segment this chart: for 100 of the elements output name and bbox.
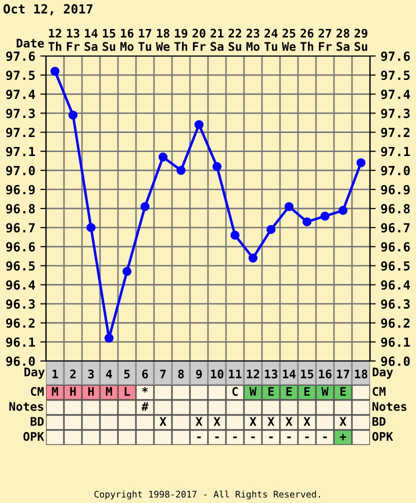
x2-tick-label: 17 Tu (138, 28, 152, 51)
y-tick-label: 96.1 (6, 337, 35, 347)
y2-tick-label: 96.4 (381, 280, 410, 290)
text: - (323, 436, 327, 438)
category-label: BD (372, 417, 386, 426)
x-tick-label: 14 (282, 370, 296, 378)
y-tick-label: 97.3 (6, 108, 35, 118)
text: Copyright 1998-2017 - All Rights Reserved. (94, 490, 320, 500)
point (176, 166, 186, 175)
y2-tick-label: 96.9 (381, 184, 410, 194)
text: M (106, 387, 112, 396)
text: E (304, 387, 310, 396)
point (356, 158, 366, 168)
text: - (197, 436, 201, 438)
y2-tick-label: 97.3 (381, 108, 410, 118)
text: * (142, 386, 148, 392)
point (50, 66, 60, 76)
y-tick-label: 96.2 (6, 318, 35, 328)
x2-tick-label: 20 Fr (192, 28, 206, 51)
x-tick-label: 9 (196, 370, 202, 379)
y-tick-label: 97.6 (6, 51, 35, 61)
y-tick-label: 96.7 (6, 223, 35, 233)
y2-tick-label: 96.7 (381, 223, 410, 233)
point (68, 110, 78, 120)
x-tick-label: 13 (264, 370, 278, 378)
text: X (160, 417, 166, 426)
text: H (88, 387, 94, 396)
y2-tick-label: 97.1 (381, 146, 410, 156)
x-tick-label: 4 (106, 370, 112, 378)
y2-tick-label: 96.5 (381, 261, 410, 271)
point (338, 206, 348, 215)
y-tick-label: 97.0 (6, 166, 35, 176)
x2-tick-label: 19 Th (174, 28, 188, 51)
point (320, 212, 330, 221)
text: L (124, 387, 130, 396)
text: E (340, 387, 346, 396)
point (140, 202, 150, 212)
x2-tick-label: 21 Sa (210, 28, 224, 51)
point (248, 254, 258, 263)
point (194, 120, 204, 130)
y-tick-label: 96.4 (6, 280, 36, 290)
x2-tick-label: 29 Su (354, 28, 368, 51)
text: + (340, 434, 346, 440)
text: - (251, 436, 255, 438)
y2-tick-label: 97.4 (381, 90, 410, 100)
category-label: OPK (372, 432, 394, 441)
text: X (268, 417, 274, 426)
x-tick-label: 8 (178, 370, 184, 378)
y2-tick-label: 96.8 (381, 204, 410, 214)
text: - (305, 436, 309, 438)
y-tick-label: 97.4 (6, 90, 36, 100)
x2-tick-label: 16 Mo (120, 28, 134, 51)
text: - (233, 436, 237, 438)
y2-tick-label: 96.6 (381, 242, 410, 252)
x-tick-label: 17 (336, 370, 350, 378)
category-label: CM (30, 386, 44, 396)
x2-tick-label: 22 Su (228, 28, 242, 51)
text: - (215, 436, 219, 438)
x2-tick-label: 14 Sa (84, 28, 98, 51)
text: - (287, 436, 291, 438)
y-tick-label: 97.5 (6, 70, 35, 80)
category-label: Notes (372, 402, 406, 411)
x-tick-label: 15 (300, 370, 314, 378)
x2-tick-label: 18 We (156, 28, 170, 51)
x-tick-label: 18 (354, 370, 368, 378)
text: W (321, 387, 329, 396)
category-label: CM (372, 386, 386, 396)
point (104, 334, 114, 343)
x2-tick-label: 13 Fr (66, 28, 80, 51)
y2-tick-label: 96.0 (381, 356, 410, 366)
y-tick-label: 97.2 (6, 128, 35, 138)
x2-tick-label: 15 Su (102, 28, 116, 51)
text: W (249, 387, 257, 396)
point (86, 223, 96, 232)
y2-tick-label: 97.5 (381, 70, 410, 80)
text: # (141, 402, 149, 411)
x2-axis-title: Date (16, 38, 44, 48)
text: X (304, 417, 310, 426)
y-tick-label: 96.0 (6, 356, 35, 366)
y-tick-label: 97.1 (6, 146, 35, 156)
y-tick-label: 96.5 (6, 261, 35, 271)
y2-tick-label: 96.3 (381, 299, 410, 309)
text: X (250, 417, 256, 426)
text: X (340, 417, 346, 426)
y2-tick-label: 97.0 (381, 166, 410, 176)
point (266, 224, 276, 234)
category-label: OPK (23, 432, 44, 441)
y-tick-label: 96.9 (6, 184, 35, 194)
text: X (196, 417, 202, 426)
text: C (232, 386, 238, 396)
text: X (286, 417, 292, 426)
x-tick-label: 5 (124, 370, 130, 378)
y2-tick-label: 96.2 (381, 318, 410, 328)
x-tick-label: 12 (246, 370, 260, 378)
point (230, 230, 240, 240)
text: Day (372, 368, 393, 379)
y-tick-label: 96.3 (6, 299, 35, 309)
category-label: BD (30, 417, 44, 426)
x-tick-label: 3 (88, 370, 94, 378)
x2-tick-label: 26 Th (300, 28, 314, 51)
